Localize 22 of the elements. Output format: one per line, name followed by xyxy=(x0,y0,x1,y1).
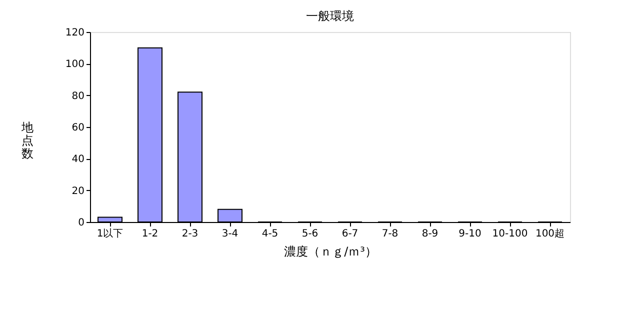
x-tick-label: 1以下 xyxy=(96,228,124,240)
y-tick-label: 60 xyxy=(72,122,84,134)
y-axis-title: 地点数 xyxy=(20,120,34,160)
x-tick-label: 100超 xyxy=(535,228,565,240)
x-tick-label: 3-4 xyxy=(222,228,238,240)
x-tick-label: 9-10 xyxy=(458,228,482,240)
x-tick-label: 4-5 xyxy=(262,228,278,240)
x-tick-label: 5-6 xyxy=(302,228,318,240)
y-tick-label: 20 xyxy=(72,186,84,197)
y-tick-label: 120 xyxy=(65,28,84,38)
x-tick-label: 8-9 xyxy=(422,228,438,240)
x-tick-label: 2-3 xyxy=(182,228,198,240)
y-tick-label: 100 xyxy=(65,59,84,70)
x-tick-label: 6-7 xyxy=(342,228,358,240)
y-tick-label: 0 xyxy=(78,218,84,228)
x-axis-title: 濃度（ｎｇ/ｍ³） xyxy=(284,244,377,258)
y-tick-label: 80 xyxy=(72,90,84,102)
chart-title: 一般環境 xyxy=(306,9,354,23)
x-tick-label: 1-2 xyxy=(142,228,158,240)
y-tick-label: 40 xyxy=(72,154,84,166)
x-tick-label: 7-8 xyxy=(382,228,398,240)
x-tick-label: 10-100 xyxy=(492,228,528,240)
